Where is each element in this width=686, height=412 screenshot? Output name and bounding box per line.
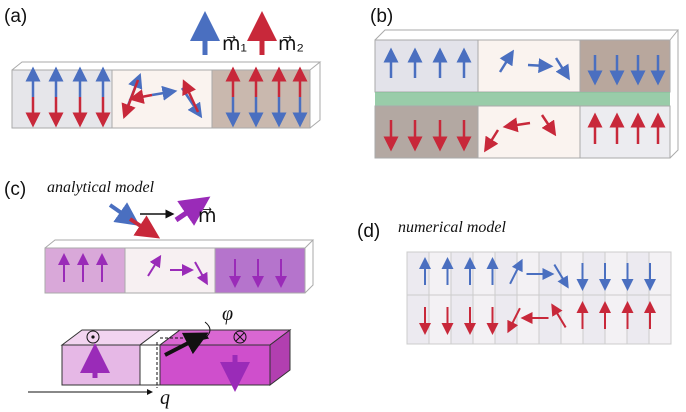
- panel-c-boxes: [45, 240, 313, 293]
- slice: [539, 252, 561, 344]
- domain-wall: [112, 70, 212, 128]
- position-label: q: [160, 387, 170, 409]
- panel-b-boxes: [375, 30, 678, 158]
- domain-right: [212, 70, 310, 128]
- slab-left: [62, 345, 140, 385]
- slice: [627, 252, 649, 344]
- domain: [215, 248, 305, 293]
- spin-arrow: [110, 205, 130, 219]
- panel-title: numerical model: [398, 219, 507, 236]
- slab: [28, 322, 290, 392]
- panel-label: (b): [370, 6, 393, 27]
- domain-left: [12, 70, 112, 128]
- panel-a-boxes: [12, 62, 320, 128]
- spin-arrow: [528, 65, 546, 66]
- spin-arrow: [176, 205, 198, 220]
- domain: [580, 40, 670, 92]
- slice: [605, 252, 627, 344]
- panel-label: (d): [357, 221, 380, 242]
- legend-label: m⃗₂: [278, 34, 304, 55]
- slice: [495, 252, 517, 344]
- slice: [649, 252, 671, 344]
- spacer-layer: [375, 92, 670, 106]
- spin-arrow: [130, 219, 150, 232]
- angle-label: φ: [222, 303, 233, 325]
- domain: [45, 248, 125, 293]
- slice: [583, 252, 605, 344]
- domain: [478, 106, 580, 158]
- panel-label: (a): [4, 6, 27, 27]
- slice: [561, 252, 583, 344]
- panel-label: (c): [4, 179, 26, 200]
- domain: [580, 106, 670, 158]
- legend-label: m⃗₁: [222, 34, 247, 55]
- panel-title: analytical model: [47, 179, 155, 196]
- slice: [517, 252, 539, 344]
- out-of-plane-symbol: [91, 335, 94, 338]
- slab-top: [160, 330, 290, 345]
- legend-label: m⃗: [198, 206, 217, 227]
- figure: (a) m⃗₁ m⃗₂ (b) (c) analytical model m⃗ …: [0, 0, 686, 412]
